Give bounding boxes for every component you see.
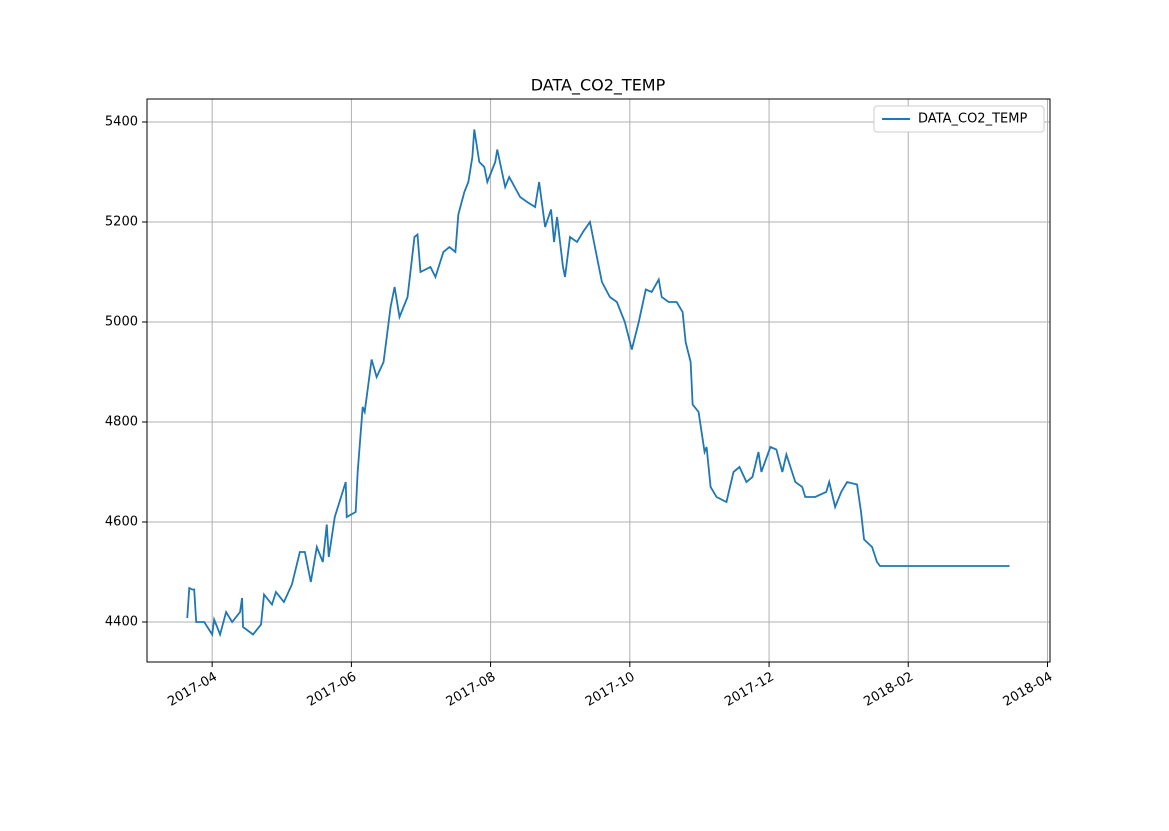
legend-label: DATA_CO2_TEMP (918, 112, 1027, 127)
x-tick-label: 2018-02 (861, 670, 916, 710)
x-tick-label: 2018-04 (1001, 670, 1056, 710)
chart-title: DATA_CO2_TEMP (531, 76, 666, 96)
y-tick-label: 5400 (105, 115, 138, 130)
legend-box (873, 105, 1045, 133)
data-line (186, 129, 1010, 638)
x-tick-label: 2017-04 (165, 670, 220, 710)
y-tick-label: 5000 (105, 315, 138, 330)
y-tick-label: 4400 (105, 615, 138, 630)
plot-frame (146, 98, 1051, 663)
y-tick-label: 4600 (105, 515, 138, 530)
x-tick-label: 2017-08 (444, 670, 499, 710)
x-tick-label: 2017-06 (305, 670, 360, 710)
x-tick-label: 2017-10 (583, 670, 638, 710)
x-tick-label: 2017-12 (722, 670, 777, 710)
y-tick-label: 4800 (105, 415, 138, 430)
y-tick-label: 5200 (105, 215, 138, 230)
